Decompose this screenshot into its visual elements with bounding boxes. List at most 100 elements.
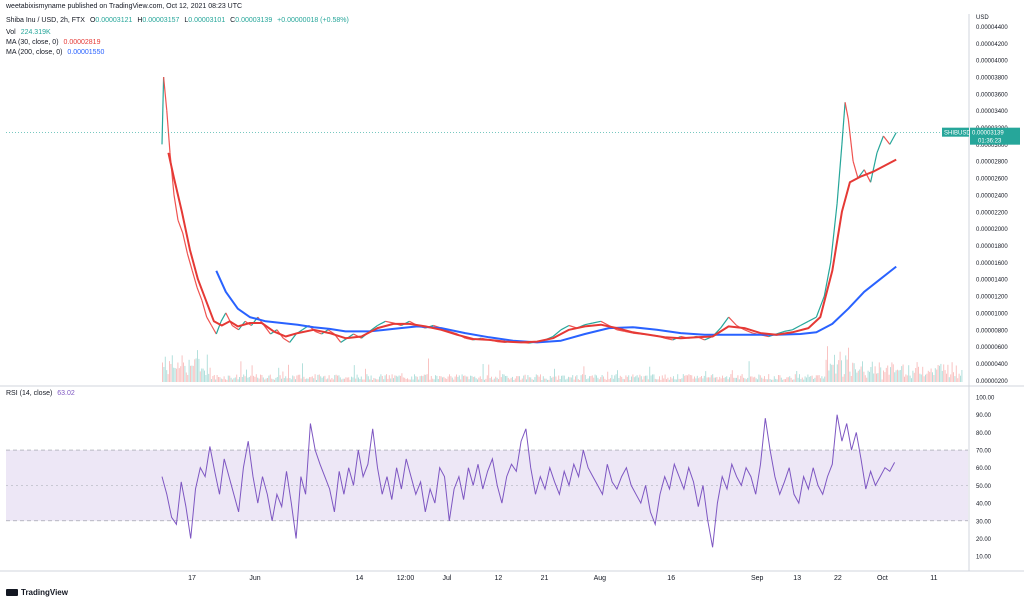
volume-bar [916, 362, 918, 382]
volume-bar [341, 379, 343, 382]
volume-bar [888, 374, 890, 382]
price-candle-segment [728, 316, 738, 326]
volume-bar [401, 373, 403, 382]
volume-bar [670, 376, 672, 382]
close-value: 0.00003139 [235, 17, 273, 24]
price-candle-segment [863, 169, 872, 183]
volume-bar [775, 378, 777, 382]
tradingview-brand[interactable]: TradingView [6, 588, 68, 597]
volume-bar [702, 378, 704, 382]
volume-bar [716, 377, 718, 382]
volume-bar [181, 355, 183, 382]
volume-bar [381, 376, 383, 382]
price-candle-segment [196, 287, 203, 301]
volume-bar [412, 379, 414, 382]
volume-bar [814, 377, 816, 382]
volume-bar [191, 365, 193, 382]
volume-bar [929, 371, 931, 382]
volume-bar [425, 374, 427, 382]
volume-bar [173, 367, 175, 382]
volume-bar [869, 371, 870, 382]
volume-bar [853, 363, 855, 382]
symbol-label[interactable]: Shiba Inu / USD, 2h, FTX [6, 17, 85, 24]
ma200-legend[interactable]: MA (200, close, 0) 0.00001550 [6, 49, 104, 56]
price-candle-segment [215, 321, 222, 335]
price-candle-segment [808, 316, 817, 322]
volume-bar [740, 375, 742, 382]
volume-bar [409, 379, 411, 382]
volume-bar [247, 377, 249, 382]
rsi-legend[interactable]: RSI (14, close) 63.02 [6, 390, 75, 397]
volume-bar [358, 377, 359, 382]
volume-bar [752, 377, 754, 382]
volume-bar [432, 378, 434, 382]
volume-bar [866, 377, 868, 382]
volume-bar [923, 376, 925, 382]
price-candle-segment [784, 329, 793, 332]
volume-bar [947, 364, 949, 382]
volume-bar [615, 374, 617, 382]
price-candle-segment [231, 325, 239, 331]
volume-bar [650, 375, 652, 382]
price-candle-segment [206, 316, 213, 326]
volume-bar [486, 375, 488, 382]
volume-bar [642, 379, 644, 382]
volume-bar [267, 378, 268, 382]
volume-bar [285, 376, 287, 382]
volume-bar [792, 379, 793, 382]
volume-bar [496, 377, 498, 382]
vol-legend[interactable]: Vol 224.319K [6, 29, 51, 36]
volume-bar [828, 370, 830, 382]
volume-bar [310, 377, 312, 382]
price-grid [0, 14, 1024, 572]
volume-bar [736, 377, 737, 382]
volume-bar [255, 374, 257, 382]
volume-bar [443, 376, 445, 382]
volume-bar [640, 376, 642, 382]
volume-bar [435, 375, 436, 382]
volume-bar [685, 375, 687, 382]
volume-bar [961, 370, 963, 382]
price-candle-segment [173, 194, 179, 221]
volume-bar [229, 375, 231, 382]
volume-bar [925, 374, 926, 382]
volume-bar [783, 379, 785, 382]
volume-bar [838, 360, 840, 382]
volume-bar [953, 372, 954, 382]
volume-bar [411, 376, 413, 382]
volume-bar [786, 377, 788, 382]
volume-bar [521, 378, 523, 382]
volume-bar [453, 379, 455, 382]
volume-bar [727, 379, 729, 382]
volume-bar [842, 376, 844, 382]
price-badge-countdown: 01:36:23 [978, 139, 1002, 145]
volume-bar [460, 379, 462, 382]
volume-bar [677, 374, 679, 382]
volume-bar [633, 377, 635, 382]
volume-bar [568, 376, 569, 382]
volume-bar [470, 375, 471, 382]
volume-bar [484, 379, 485, 382]
volume-bar [505, 376, 506, 382]
volume-bar [710, 375, 712, 382]
volume-bar [918, 366, 919, 382]
volume-bar [335, 374, 337, 382]
volume-bar [190, 365, 191, 382]
volume-bar [863, 371, 865, 382]
volume-bar [926, 373, 928, 382]
volume-bar [558, 375, 560, 382]
volume-bar [184, 365, 186, 382]
price-badge [970, 127, 1020, 145]
volume-bar [365, 368, 366, 382]
volume-bar [734, 377, 736, 382]
ma30-legend[interactable]: MA (30, close, 0) 0.00002819 [6, 39, 100, 46]
price-candle-segment [210, 325, 217, 335]
price-candle-segment [889, 132, 897, 145]
price-tick-label: 0.00003400 [976, 109, 1008, 115]
volume-bar [909, 375, 911, 382]
volume-bar [512, 376, 513, 382]
volume-bar [178, 368, 180, 382]
volume-bar [545, 378, 547, 382]
volume-bar [825, 359, 827, 382]
